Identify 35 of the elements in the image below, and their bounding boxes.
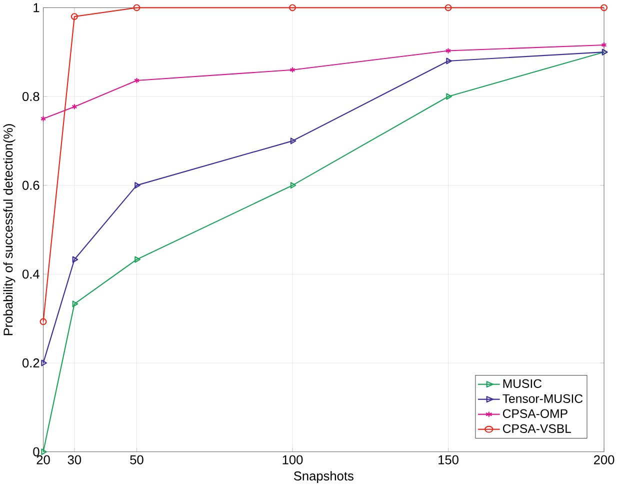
point [290,182,296,188]
y-tick-label: 1 [34,3,40,12]
legend-label: CPSA-VSBL [502,424,572,433]
point [288,4,296,12]
point [446,58,452,64]
legend-label: CPSA-OMP [502,409,568,418]
point [444,4,452,12]
point [446,93,452,100]
x-tick-label: 150 [438,455,458,464]
x-tick-label: 200 [594,455,614,464]
y-tick-label: 0.2 [22,358,40,368]
point [133,4,140,12]
y-tick-label: 0.4 [22,269,40,279]
point [72,103,78,110]
point [41,360,47,366]
point [72,256,78,263]
point [290,137,296,144]
x-tick-label: 20 [36,455,50,464]
y-tick-label: 0.6 [22,180,40,190]
y-tick-label: 0.8 [22,92,40,101]
point [70,12,78,20]
x-tick-label: 50 [130,455,144,464]
y-tick-label: 0 [33,447,40,456]
point [290,66,296,73]
point [134,256,140,263]
point [41,448,47,455]
x-tick-label: 100 [282,455,303,464]
point [446,48,452,54]
y-axis-title: Probability of successful detection(%) [3,124,16,335]
legend-label: MUSIC [503,379,542,388]
x-tick-label: 30 [68,455,82,464]
point [134,182,140,188]
point [72,300,78,308]
legend-label: Tensor-MUSIC [502,394,583,403]
x-axis-title: Snapshots [294,470,354,483]
